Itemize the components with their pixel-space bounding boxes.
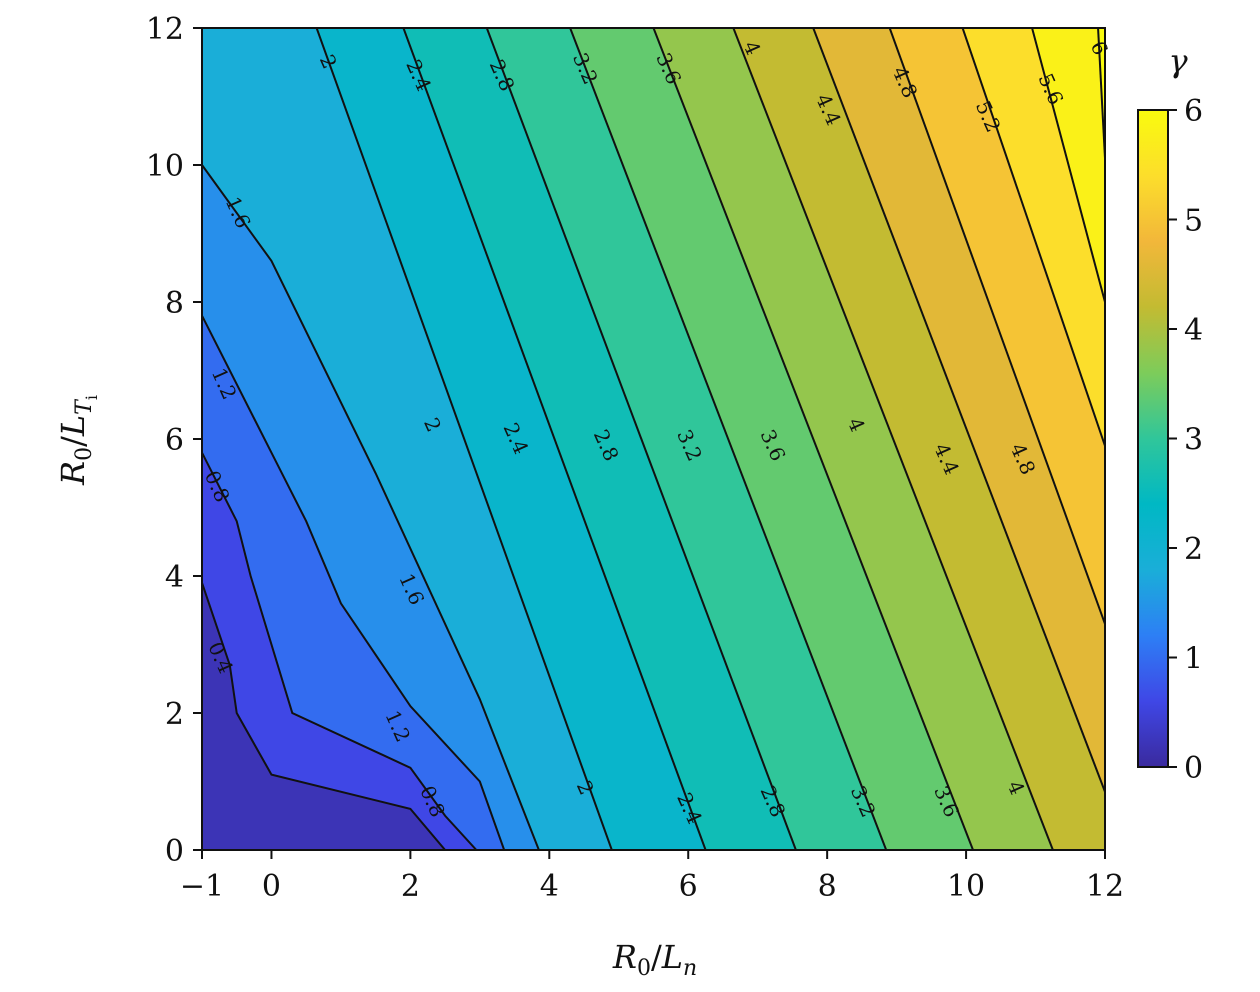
contour-line-4.8 — [888, 28, 1105, 625]
x-tick-label: −1 — [180, 869, 224, 904]
colorbar-ticks: 0 1 2 3 4 5 6 — [1168, 94, 1203, 786]
y-axis-label: R0/LTi — [54, 395, 101, 486]
x-axis: −1 0 2 4 6 8 10 12 — [180, 850, 1124, 904]
x-tick-label: 4 — [540, 869, 559, 904]
y-tick-label: 2 — [165, 697, 184, 732]
x-tick-label: 2 — [401, 869, 420, 904]
x-tick-label: 12 — [1086, 869, 1124, 904]
y-axis: 0 2 4 6 8 10 12 — [146, 12, 202, 869]
contour-line-6 — [1097, 28, 1105, 159]
x-axis-label: R0/Ln — [612, 938, 697, 981]
contour-line-1.6 — [202, 164, 540, 850]
y-tick-label: 12 — [146, 12, 184, 47]
colorbar-tick-label: 2 — [1184, 532, 1203, 567]
y-tick-label: 10 — [146, 149, 184, 184]
contour-line-1.2 — [202, 315, 506, 850]
contour-line-2 — [315, 28, 613, 850]
contour-line-3.2 — [569, 28, 888, 850]
y-tick-label: 4 — [165, 560, 184, 595]
colorbar-tick-label: 6 — [1184, 94, 1203, 129]
contour-line-0.8 — [202, 452, 478, 850]
contour-line-2.4 — [402, 28, 707, 850]
x-tick-label: 0 — [262, 869, 281, 904]
contour-line-5.6 — [1031, 28, 1105, 303]
contour-line-3.6 — [652, 28, 974, 850]
colorbar-tick-label: 3 — [1184, 423, 1203, 458]
x-tick-label: 6 — [679, 869, 698, 904]
contour-line-4 — [732, 28, 1054, 850]
filled-contour-field — [202, 28, 1105, 850]
colorbar-tick-label: 5 — [1184, 204, 1203, 239]
colorbar-tick-label: 1 — [1184, 642, 1203, 677]
colorbar-label: γ — [1168, 42, 1188, 80]
contour-line-4.4 — [812, 28, 1105, 793]
colorbar-tick-label: 4 — [1184, 313, 1203, 348]
x-tick-label: 10 — [947, 869, 985, 904]
y-tick-label: 6 — [165, 423, 184, 458]
contour-line-2.8 — [485, 28, 797, 850]
y-tick-label: 8 — [165, 286, 184, 321]
x-tick-label: 8 — [818, 869, 837, 904]
contour-lines — [202, 28, 1105, 850]
contour-line-5.2 — [961, 28, 1105, 447]
y-tick-label: 0 — [165, 834, 184, 869]
colorbar — [1138, 110, 1168, 767]
colorbar-tick-label: 0 — [1184, 751, 1203, 786]
contour-line-0.4 — [202, 582, 446, 850]
